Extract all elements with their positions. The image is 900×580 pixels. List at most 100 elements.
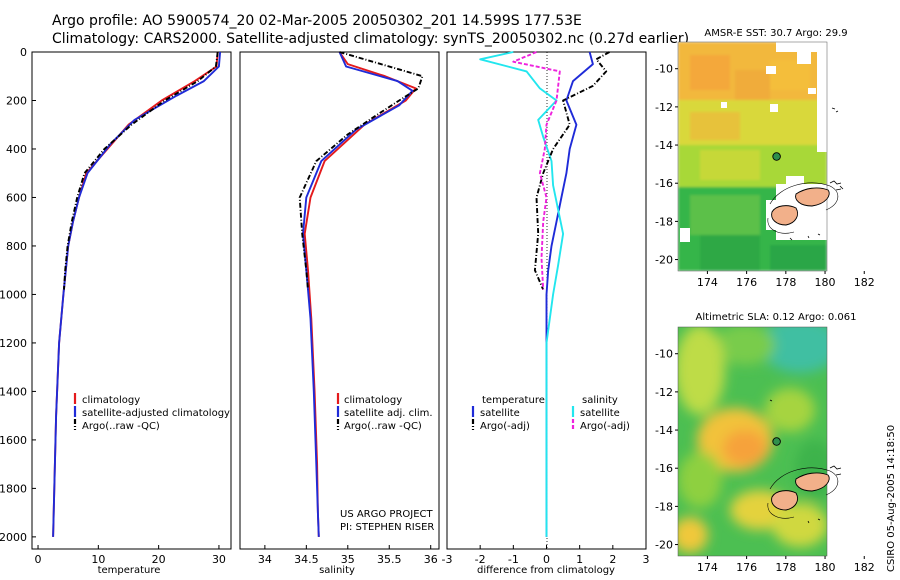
series-line-climatology bbox=[52, 51, 219, 537]
legend-label-satellite-adjusted: satellite-adjusted climatology bbox=[82, 408, 230, 419]
sla-field bbox=[678, 327, 827, 556]
project-annotation: US ARGO PROJECT bbox=[340, 509, 434, 520]
x-tick-label: 30 bbox=[212, 553, 226, 566]
map-y-tick-label: -12 bbox=[655, 101, 673, 114]
x-tick-label: 20 bbox=[152, 553, 166, 566]
salinity-x-ticks: 34 34.5 35 35.5 36 bbox=[258, 545, 438, 566]
x-tick-label: 0 bbox=[543, 553, 550, 566]
x-tick-label: -3 bbox=[442, 553, 453, 566]
y-tick-label: 1800 bbox=[0, 482, 27, 495]
sst-argo-marker bbox=[772, 152, 781, 161]
legend-label-argo: Argo(..raw -QC) bbox=[82, 421, 160, 432]
sla-map-y-ticks: -10 -12 -14 -16 -18 -20 bbox=[655, 348, 678, 552]
y-tick-label: 1000 bbox=[0, 288, 27, 301]
y-tick-label: 1200 bbox=[0, 337, 27, 350]
salinity-x-label: salinity bbox=[319, 565, 355, 576]
map-x-tick-label: 176 bbox=[736, 276, 757, 289]
sst-map-x-ticks: 174 176 178 180 182 bbox=[697, 271, 875, 289]
difference-series bbox=[479, 51, 610, 537]
series-line-satellite-adj-clim bbox=[302, 51, 414, 537]
fiji-vanua-levu bbox=[795, 187, 830, 207]
y-tick-label: 1600 bbox=[0, 434, 27, 447]
sla-map-title: Altimetric SLA: 0.12 Argo: 0.061 bbox=[696, 312, 857, 323]
sla-map-coastline bbox=[767, 399, 842, 524]
series-line-argo-raw-qc bbox=[298, 51, 424, 290]
x-tick-label: 0 bbox=[35, 553, 42, 566]
series-line-salinity-argo-adj bbox=[512, 51, 561, 290]
y-tick-label: 400 bbox=[6, 143, 27, 156]
map-y-tick-label: -10 bbox=[655, 63, 673, 76]
map-y-tick-label: -14 bbox=[655, 139, 673, 152]
y-tick-label: 0 bbox=[20, 46, 27, 59]
x-tick-label: 10 bbox=[91, 553, 105, 566]
y-tick-label: 1400 bbox=[0, 385, 27, 398]
map-x-tick-label: 180 bbox=[815, 561, 836, 574]
map-y-tick-label: -20 bbox=[655, 254, 673, 267]
series-line-climatology bbox=[303, 51, 417, 537]
temperature-x-label: temperature bbox=[98, 565, 161, 576]
salinity-series bbox=[298, 51, 424, 537]
legend-heading-salinity: salinity bbox=[582, 395, 618, 406]
map-x-tick-label: 180 bbox=[815, 276, 836, 289]
sst-map-title: AMSR-E SST: 30.7 Argo: 29.9 bbox=[704, 28, 847, 39]
map-y-tick-label: -16 bbox=[655, 462, 673, 475]
sst-map-y-ticks: -10 -12 -14 -16 -18 -20 bbox=[655, 63, 678, 267]
sst-map-coastline bbox=[767, 107, 844, 241]
temperature-series bbox=[52, 51, 222, 537]
map-x-tick-label: 178 bbox=[775, 276, 796, 289]
sla-argo-marker bbox=[772, 437, 781, 446]
series-line-argo-raw-qc bbox=[63, 51, 219, 290]
legend-heading-temperature: temperature bbox=[482, 395, 545, 406]
map-y-tick-label: -18 bbox=[655, 500, 673, 513]
map-x-tick-label: 176 bbox=[736, 561, 757, 574]
map-y-tick-label: -14 bbox=[655, 424, 673, 437]
legend-label-satellite-adj: satellite adj. clim. bbox=[344, 408, 433, 419]
y-tick-label: 2000 bbox=[0, 531, 27, 544]
y-tick-label: 200 bbox=[6, 94, 27, 107]
difference-x-label: difference from climatology bbox=[477, 565, 615, 576]
legend-label-salinity-satellite: satellite bbox=[580, 408, 620, 419]
legend-label-argo: Argo(..raw -QC) bbox=[344, 421, 422, 432]
map-y-tick-label: -18 bbox=[655, 215, 673, 228]
legend-label-salinity-argo: Argo(-adj) bbox=[580, 421, 630, 432]
x-tick-label: 2 bbox=[609, 553, 616, 566]
series-line-temperature-argo-adj bbox=[533, 51, 610, 290]
y-tick-label: 800 bbox=[6, 240, 27, 253]
map-x-tick-label: 174 bbox=[697, 276, 718, 289]
series-line-salinity-satellite bbox=[479, 51, 565, 537]
sla-map-x-ticks: 174 176 178 180 182 bbox=[697, 556, 875, 574]
depth-y-ticks: 0 200 400 600 800 1000 1200 1400 1600 1800 2000 bbox=[0, 46, 36, 544]
salinity-panel: 34 34.5 35 35.5 36 salinity climatology sate… bbox=[239, 51, 440, 576]
salinity-legend: climatology satellite adj. clim. Argo(..… bbox=[336, 393, 433, 432]
temperature-panel: 0 10 20 30 0 200 400 600 800 1000 1200 1400 1600 180… bbox=[0, 46, 232, 576]
y-tick-label: 600 bbox=[6, 191, 27, 204]
temperature-plot-frame bbox=[31, 51, 232, 550]
map-y-tick-label: -16 bbox=[655, 177, 673, 190]
header-line-2: Climatology: CARS2000. Satellite-adjuste… bbox=[52, 31, 689, 47]
legend-label-temperature-argo: Argo(-adj) bbox=[480, 421, 530, 432]
map-x-tick-label: 174 bbox=[697, 561, 718, 574]
salinity-plot-frame bbox=[239, 51, 440, 550]
series-line-satellite-adjusted-climatology bbox=[52, 51, 222, 537]
legend-label-temperature-satellite: satellite bbox=[480, 408, 520, 419]
series-line-temperature-satellite bbox=[545, 51, 594, 537]
sst-map-panel: AMSR-E SST: 30.7 Argo: 29.9 bbox=[655, 28, 898, 289]
sst-map-frame bbox=[677, 41, 828, 272]
credit-footer: CSIRO 05-Aug-2005 14:18:50 bbox=[886, 425, 897, 572]
difference-legend: temperature satellite Argo(-adj) salinit… bbox=[471, 395, 630, 432]
temperature-legend: climatology satellite-adjusted climatolo… bbox=[73, 393, 230, 432]
legend-label-climatology: climatology bbox=[344, 395, 402, 406]
sla-map-panel: Altimetric SLA: 0.12 Argo: 0.061 bbox=[655, 312, 898, 574]
map-y-tick-label: -10 bbox=[655, 348, 673, 361]
map-x-tick-label: 182 bbox=[854, 276, 875, 289]
x-tick-label: -2 bbox=[475, 553, 486, 566]
x-tick-label: 35.5 bbox=[377, 553, 402, 566]
sla-map-frame bbox=[677, 326, 828, 557]
x-tick-label: 35 bbox=[341, 553, 355, 566]
map-x-tick-label: 178 bbox=[775, 561, 796, 574]
x-tick-label: 3 bbox=[643, 553, 650, 566]
temperature-x-ticks: 0 10 20 30 bbox=[35, 545, 226, 566]
header-line-1: Argo profile: AO 5900574_20 02-Mar-2005 … bbox=[52, 13, 582, 29]
fiji-viti-levu bbox=[771, 205, 798, 226]
